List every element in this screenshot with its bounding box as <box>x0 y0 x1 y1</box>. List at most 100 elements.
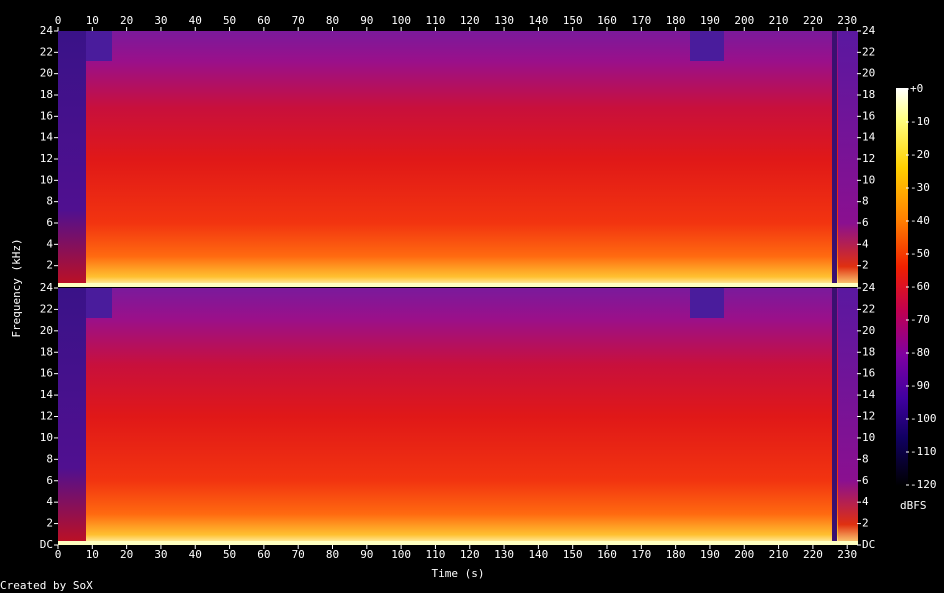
x-tick-label-top: 20 <box>120 14 133 27</box>
colorbar-tick-label: -100 <box>910 412 937 425</box>
x-axis-label: Time (s) <box>432 567 485 580</box>
colorbar <box>896 88 908 486</box>
x-tick-label-top: 70 <box>292 14 305 27</box>
x-tick-label-top: 120 <box>460 14 480 27</box>
y-tick-label-right: 18 <box>862 345 875 358</box>
spectrum-top <box>58 31 858 287</box>
y-tick-label-right: 8 <box>862 195 869 208</box>
x-tick-label-top: 220 <box>803 14 823 27</box>
y-tick-label-right: 24 <box>862 281 876 294</box>
x-tick-label-top: 180 <box>666 14 686 27</box>
y-tick-label-left: 16 <box>40 109 53 122</box>
y-tick-label-left: 14 <box>40 388 54 401</box>
y-tick-label-left: 8 <box>46 195 53 208</box>
y-tick-label-right: 24 <box>862 24 876 37</box>
colorbar-label: dBFS <box>900 499 927 512</box>
y-tick-label-left: 18 <box>40 345 53 358</box>
y-tick-label-right: 20 <box>862 67 875 80</box>
y-tick-label-left: 8 <box>46 452 53 465</box>
x-tick-label-bottom: 50 <box>223 548 236 561</box>
x-tick-label-bottom: 160 <box>597 548 617 561</box>
x-tick-label-bottom: 130 <box>494 548 514 561</box>
y-tick-label-right: 4 <box>862 237 869 250</box>
x-tick-label-bottom: 10 <box>86 548 99 561</box>
y-tick-label-left: 14 <box>40 131 54 144</box>
x-tick-label-top: 110 <box>426 14 446 27</box>
y-tick-label-left: 22 <box>40 45 53 58</box>
colorbar-tick-label: -90 <box>910 379 930 392</box>
y-tick-label-left: 10 <box>40 173 53 186</box>
x-tick-label-top: 230 <box>837 14 857 27</box>
colorbar-tick-label: -120 <box>910 478 937 491</box>
y-tick-label-right: 12 <box>862 152 875 165</box>
y-tick-label-right: 14 <box>862 388 876 401</box>
y-tick-label-right: 8 <box>862 452 869 465</box>
x-tick-label-bottom: 30 <box>154 548 167 561</box>
x-tick-label-top: 190 <box>700 14 720 27</box>
y-tick-label-right: 6 <box>862 216 869 229</box>
x-tick-label-top: 50 <box>223 14 236 27</box>
x-tick-label-bottom: 60 <box>257 548 270 561</box>
x-tick-label-bottom: 120 <box>460 548 480 561</box>
x-tick-label-bottom: 170 <box>631 548 651 561</box>
y-tick-label-left: 2 <box>46 517 53 530</box>
y-tick-label-right: 14 <box>862 131 876 144</box>
y-tick-label-left: 10 <box>40 431 53 444</box>
y-tick-label-right: 18 <box>862 88 875 101</box>
y-tick-label-left: 4 <box>46 495 53 508</box>
y-tick-label-left: 6 <box>46 474 53 487</box>
x-tick-label-top: 170 <box>631 14 651 27</box>
x-tick-label-top: 10 <box>86 14 99 27</box>
x-tick-label-bottom: 220 <box>803 548 823 561</box>
y-tick-label-right: 22 <box>862 45 875 58</box>
y-tick-label-left: 20 <box>40 324 53 337</box>
colorbar-tick-label: -20 <box>910 148 930 161</box>
y-tick-label-left: 12 <box>40 152 53 165</box>
x-tick-label-bottom: 90 <box>360 548 373 561</box>
footer: Created by SoX <box>0 579 93 592</box>
x-tick-label-bottom: 110 <box>426 548 446 561</box>
x-tick-label-bottom: 210 <box>769 548 789 561</box>
y-tick-label-left: 16 <box>40 367 53 380</box>
x-tick-label-bottom: 40 <box>189 548 202 561</box>
x-tick-label-top: 30 <box>154 14 167 27</box>
x-tick-label-top: 80 <box>326 14 339 27</box>
x-tick-label-top: 140 <box>528 14 548 27</box>
x-tick-label-top: 160 <box>597 14 617 27</box>
x-tick-label-bottom: 100 <box>391 548 411 561</box>
x-tick-label-top: 90 <box>360 14 373 27</box>
x-tick-label-bottom: 150 <box>563 548 583 561</box>
colorbar-tick-label: -50 <box>910 247 930 260</box>
x-tick-label-bottom: 230 <box>837 548 857 561</box>
x-tick-label-bottom: 200 <box>734 548 754 561</box>
x-tick-label-bottom: 70 <box>292 548 305 561</box>
y-tick-label-right: 2 <box>862 517 869 530</box>
y-tick-label-right: 2 <box>862 259 869 272</box>
x-tick-label-bottom: 140 <box>528 548 548 561</box>
y-tick-label-right: 10 <box>862 431 875 444</box>
y-tick-label-left: 22 <box>40 302 53 315</box>
y-tick-label-left: 12 <box>40 410 53 423</box>
x-tick-label-top: 130 <box>494 14 514 27</box>
y-tick-label-right: 20 <box>862 324 875 337</box>
colorbar-tick-label: -60 <box>910 280 930 293</box>
x-tick-label-top: 100 <box>391 14 411 27</box>
y-tick-label-left: 24 <box>40 281 54 294</box>
x-tick-label-top: 60 <box>257 14 270 27</box>
y-tick-label-right: 22 <box>862 302 875 315</box>
y-tick-label-right: 4 <box>862 495 869 508</box>
x-tick-label-bottom: 80 <box>326 548 339 561</box>
y-tick-label-right: 16 <box>862 367 875 380</box>
y-tick-label-right: 10 <box>862 173 875 186</box>
x-tick-label-bottom: 180 <box>666 548 686 561</box>
y-tick-label-right: 16 <box>862 109 875 122</box>
colorbar-tick-label: -80 <box>910 346 930 359</box>
y-tick-label-left: 24 <box>40 24 54 37</box>
colorbar-tick-label: -110 <box>910 445 937 458</box>
y-axis-label: Frequency (kHz) <box>10 238 23 337</box>
x-tick-label-bottom: 190 <box>700 548 720 561</box>
y-tick-label-left: 20 <box>40 67 53 80</box>
colorbar-tick-label: -40 <box>910 214 930 227</box>
y-tick-label-left: 18 <box>40 88 53 101</box>
